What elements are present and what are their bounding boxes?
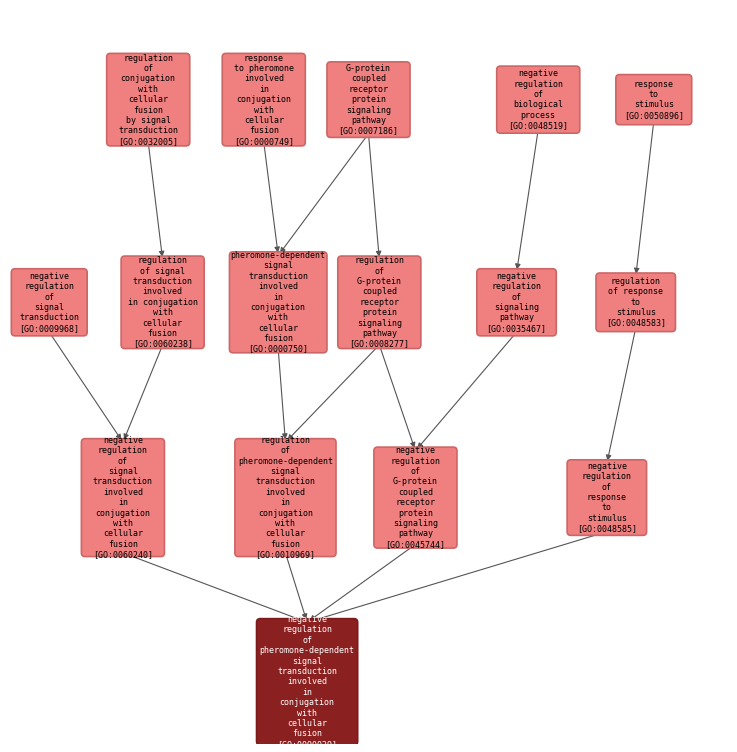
Text: negative
regulation
of
signaling
pathway
[GO:0035467]: negative regulation of signaling pathway… [486,271,547,333]
FancyBboxPatch shape [256,619,357,745]
Text: regulation
of
pheromone-dependent
signal
transduction
involved
in
conjugation
wi: regulation of pheromone-dependent signal… [238,436,333,559]
FancyBboxPatch shape [374,447,457,548]
FancyBboxPatch shape [616,74,692,125]
Text: pheromone-dependent
signal
transduction
involved
in
conjugation
with
cellular
fu: pheromone-dependent signal transduction … [231,251,326,353]
Text: negative
regulation
of
G-protein
coupled
receptor
protein
signaling
pathway
[GO:: negative regulation of G-protein coupled… [385,446,445,549]
FancyBboxPatch shape [11,268,87,336]
FancyBboxPatch shape [229,252,327,353]
Text: response
to pheromone
involved
in
conjugation
with
cellular
fusion
[GO:0000749]: response to pheromone involved in conjug… [234,53,294,146]
FancyBboxPatch shape [327,62,410,138]
Text: negative
regulation
of
signal
transduction
[GO:0009968]: negative regulation of signal transducti… [19,271,80,333]
FancyBboxPatch shape [596,273,675,332]
FancyBboxPatch shape [121,256,204,348]
Text: negative
regulation
of
response
to
stimulus
[GO:0048585]: negative regulation of response to stimu… [577,462,637,533]
Text: regulation
of
conjugation
with
cellular
fusion
by signal
transduction
[GO:003200: regulation of conjugation with cellular … [118,53,178,146]
Text: negative
regulation
of
signal
transduction
involved
in
conjugation
with
cellular: negative regulation of signal transducti… [93,436,153,559]
Text: regulation
of
G-protein
coupled
receptor
protein
signaling
pathway
[GO:0008277]: regulation of G-protein coupled receptor… [349,256,409,348]
FancyBboxPatch shape [497,66,580,133]
FancyBboxPatch shape [567,459,646,535]
FancyBboxPatch shape [81,438,164,556]
FancyBboxPatch shape [107,53,189,146]
FancyBboxPatch shape [338,256,421,348]
Text: response
to
stimulus
[GO:0050896]: response to stimulus [GO:0050896] [624,80,684,120]
FancyBboxPatch shape [223,53,305,146]
FancyBboxPatch shape [235,438,336,556]
Text: G-protein
coupled
receptor
protein
signaling
pathway
[GO:0007186]: G-protein coupled receptor protein signa… [338,64,399,135]
Text: negative
regulation
of
pheromone-dependent
signal
transduction
involved
in
conju: negative regulation of pheromone-depende… [259,615,354,749]
Text: regulation
of signal
transduction
involved
in conjugation
with
cellular
fusion
[: regulation of signal transduction involv… [128,256,198,348]
Text: negative
regulation
of
biological
process
[GO:0048519]: negative regulation of biological proces… [509,69,568,130]
Text: regulation
of response
to
stimulus
[GO:0048583]: regulation of response to stimulus [GO:0… [606,277,666,328]
FancyBboxPatch shape [477,268,556,336]
